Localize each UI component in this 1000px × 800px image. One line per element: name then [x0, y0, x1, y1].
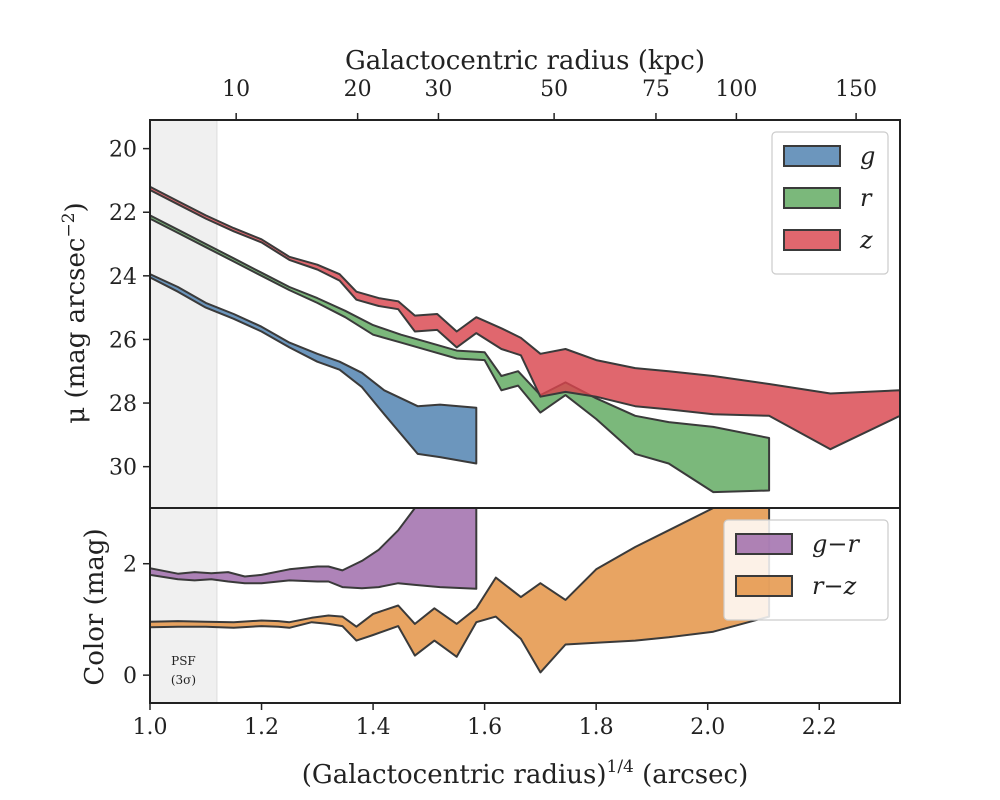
top-tick-label: 100: [715, 77, 757, 102]
legend-swatch-r: [783, 187, 841, 209]
y-tick-label: 28: [109, 392, 137, 417]
legend-label-r: r: [860, 184, 873, 212]
top-tick-label: 30: [424, 77, 452, 102]
y-label-sup: −2: [59, 212, 79, 237]
top-tick-label: 20: [344, 77, 372, 102]
y-axis-label-surface-brightness: μ (mag arcsec−2): [59, 202, 91, 423]
top-tick-label: 150: [835, 77, 877, 102]
psf-region: [150, 120, 217, 508]
bands: [150, 508, 771, 674]
y-tick-label: 26: [109, 328, 137, 353]
x-tick-label: 2.2: [802, 715, 837, 740]
legend: grz: [771, 131, 889, 275]
y-tick-label: 0: [123, 664, 137, 689]
color-panel: 0 2 1.0 1.2 1.4 1.6 1.8 2.0 2.2 PSF (3σ) g−r r−z: [123, 507, 901, 740]
plot-frame: [149, 507, 901, 704]
x-tick-label: 1.8: [579, 715, 614, 740]
legend-swatch-g−r: [735, 533, 793, 555]
top-tick-label: 10: [222, 77, 250, 102]
surface-brightness-panel: 20 22 24 26 28 30 grz: [109, 119, 901, 509]
top-tick-label: 75: [642, 77, 670, 102]
x-tick-label: 1.2: [244, 715, 279, 740]
x-axis-label: (Galactocentric radius)1/4 (arcsec): [302, 757, 748, 790]
x-tick-label: 1.0: [133, 715, 168, 740]
band-g: [150, 273, 478, 465]
x-label-sup: 1/4: [607, 757, 634, 777]
legend-label-r−z: r−z: [812, 572, 857, 600]
top-tick-label: 50: [540, 77, 568, 102]
y-tick-label: 2: [123, 553, 137, 578]
y-tick-label: 24: [109, 265, 137, 290]
top-axis-ticks: 10 20 30 50 75 100 150: [222, 77, 877, 120]
band-g−r: [150, 508, 478, 590]
legend-label-g: g: [860, 142, 875, 170]
top-axis-label: Galactocentric radius (kpc): [345, 46, 705, 76]
y-tick-label: 20: [109, 138, 137, 163]
x-tick-label: 1.6: [467, 715, 502, 740]
band-z: [150, 185, 900, 451]
psf-label: PSF: [171, 654, 196, 668]
psf-sigma-label: (3σ): [171, 673, 196, 687]
y-axis-label-color: Color (mag): [80, 528, 110, 685]
legend-swatch-g: [783, 145, 841, 167]
y-tick-label: 30: [109, 456, 137, 481]
y-label-main: μ (mag arcsec: [61, 238, 91, 424]
band-r−z: [150, 508, 771, 674]
legend-label-g−r: g−r: [812, 530, 860, 558]
psf-region: [150, 508, 217, 703]
y-tick-label: 22: [109, 201, 137, 226]
x-tick-label: 1.4: [356, 715, 391, 740]
band-r: [150, 214, 771, 494]
bands: [150, 185, 900, 494]
legend-label-z: z: [859, 226, 873, 254]
x-label-main: (Galactocentric radius): [302, 760, 607, 790]
y-label-close: ): [61, 202, 91, 212]
x-label-unit: (arcsec): [634, 760, 748, 790]
legend-swatch-r−z: [735, 575, 793, 597]
legend-swatch-z: [783, 229, 841, 251]
x-tick-label: 2.0: [690, 715, 725, 740]
legend: g−r r−z: [723, 519, 889, 621]
